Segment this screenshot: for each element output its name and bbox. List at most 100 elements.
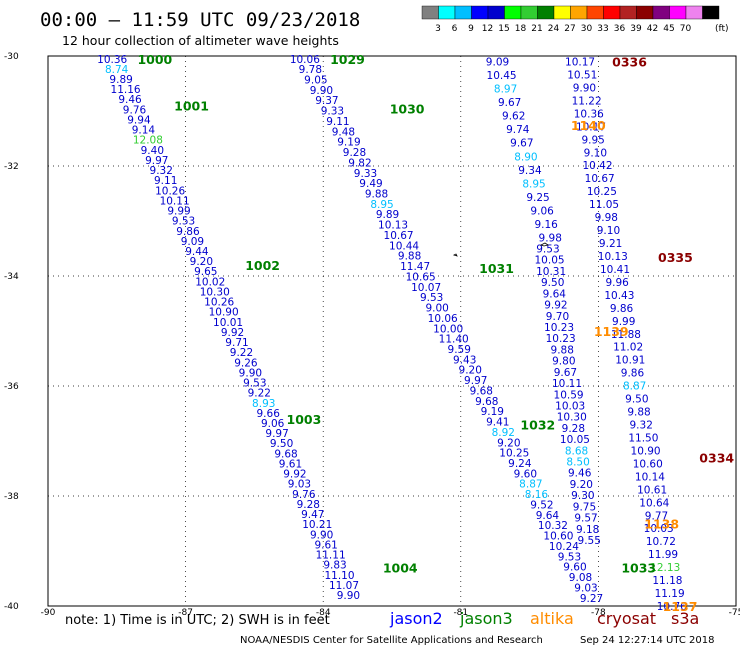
swh-value: 10.41: [600, 264, 630, 276]
swh-value: 10.13: [378, 220, 408, 232]
swh-value: 9.64: [536, 510, 560, 522]
swh-value: 10.45: [487, 70, 517, 82]
swh-value: 9.80: [552, 356, 575, 368]
map-subtitle: 12 hour collection of altimeter wave hei…: [62, 33, 339, 48]
swh-value: 11.99: [648, 549, 678, 561]
swh-value: 10.43: [604, 290, 634, 302]
scale-label: 24: [548, 24, 560, 34]
swh-value: 9.60: [563, 562, 586, 574]
swh-value: 9.90: [573, 82, 596, 94]
swh-value: 9.90: [239, 367, 262, 379]
swh-value: 9.67: [510, 138, 533, 150]
swh-value: 9.53: [536, 244, 559, 256]
swh-value: 9.19: [337, 137, 360, 149]
swh-value: 10.05: [560, 434, 590, 446]
pass-number: 1004: [383, 561, 418, 576]
scale-label: 45: [663, 24, 674, 34]
swh-value: 9.94: [127, 114, 151, 126]
swh-value: 9.03: [574, 582, 597, 594]
swh-value: 9.00: [425, 303, 448, 315]
swh-value: 9.22: [248, 388, 271, 400]
swh-value: 9.27: [580, 593, 603, 605]
scale-label: 27: [564, 24, 575, 34]
lon-label: -90: [41, 608, 56, 618]
swh-value: 10.07: [411, 282, 441, 294]
axis-labels: -90 -87 -84 -81 -78 -75 -30 -32 -34 -36 -38 -40: [4, 52, 740, 618]
pass-number: 1140: [571, 118, 606, 133]
swh-value: 9.67: [554, 367, 577, 379]
lon-label: -87: [178, 608, 193, 618]
swh-value: 10.17: [565, 57, 595, 69]
swh-value: 9.20: [570, 479, 593, 491]
swh-value: 9.92: [544, 300, 567, 312]
pass-number: 1003: [287, 412, 322, 427]
swh-value: 9.32: [630, 420, 653, 432]
swh-value: 9.11: [154, 175, 177, 187]
swh-value: 9.68: [470, 385, 493, 397]
swh-value: 9.82: [348, 157, 371, 169]
swh-value: 9.28: [562, 423, 585, 435]
scale-label: 21: [531, 24, 542, 34]
lat-label: -40: [4, 602, 19, 612]
swh-value: 8.92: [492, 427, 515, 439]
footer-credit: NOAA/NESDIS Center for Satellite Applica…: [240, 635, 543, 646]
pass-number: 0336: [612, 55, 647, 70]
lon-label: -84: [316, 608, 331, 618]
swh-value: 9.88: [627, 407, 650, 419]
swh-value: 11.02: [613, 342, 643, 354]
swh-value: 9.32: [150, 165, 173, 177]
pass-number: 1138: [644, 517, 679, 532]
swh-value: 9.61: [314, 539, 337, 551]
swh-value: 9.47: [301, 509, 324, 521]
map-title: 00:00 – 11:59 UTC 09/23/2018: [40, 9, 360, 31]
swh-value: 9.97: [464, 375, 487, 387]
swh-value: 9.96: [605, 277, 629, 289]
swh-value: 9.99: [612, 316, 635, 328]
swh-value: 11.11: [316, 550, 346, 562]
swh-value: 9.25: [526, 192, 549, 204]
swh-value: 10.36: [97, 54, 127, 66]
swh-value: 9.76: [292, 489, 316, 501]
lat-label: -32: [4, 162, 19, 172]
scale-label: 6: [452, 24, 458, 34]
swh-value: 10.23: [546, 333, 576, 345]
swh-value: 9.28: [297, 499, 320, 511]
swh-value: 9.30: [571, 490, 594, 502]
swh-value: 9.28: [343, 147, 366, 159]
swh-value: 9.50: [625, 394, 648, 406]
swh-value: 9.41: [486, 417, 509, 429]
swh-value: 9.75: [573, 501, 596, 513]
legend-altika: altika: [530, 609, 574, 628]
lat-label: -36: [4, 382, 19, 392]
swh-value: 9.50: [541, 277, 564, 289]
swh-value: 8.74: [105, 64, 129, 76]
swh-value: 9.65: [194, 266, 217, 278]
pass-number: 1032: [520, 418, 555, 433]
scale-swatch: [570, 5, 588, 20]
swh-value: 10.25: [587, 186, 617, 198]
swh-value: 9.09: [486, 57, 509, 69]
swh-value: 9.92: [283, 469, 306, 481]
swh-value: 9.76: [123, 104, 147, 116]
swh-value: 9.97: [265, 428, 288, 440]
swh-value: 9.06: [530, 205, 554, 217]
swh-value: 9.86: [176, 226, 200, 238]
swh-value: 9.88: [398, 251, 421, 263]
swh-value: 10.01: [213, 317, 243, 329]
swh-value: 9.53: [420, 292, 443, 304]
lon-label: -78: [591, 608, 606, 618]
swh-value: 9.46: [568, 468, 592, 480]
swh-value: 9.33: [354, 168, 377, 180]
swh-value: 9.78: [299, 64, 322, 76]
swh-value: 9.20: [459, 365, 482, 377]
swh-value: 8.87: [519, 479, 542, 491]
swh-value: 9.98: [539, 233, 562, 245]
swh-value: 11.05: [589, 199, 619, 211]
swh-value: 10.25: [499, 448, 529, 460]
pass-number: 1031: [479, 261, 514, 276]
lat-label: -38: [4, 492, 19, 502]
swh-value: 8.97: [494, 84, 517, 96]
swh-value: 9.43: [453, 354, 476, 366]
swh-value: 10.76: [657, 601, 687, 613]
footer-timestamp: Sep 24 12:27:14 UTC 2018: [580, 635, 714, 646]
